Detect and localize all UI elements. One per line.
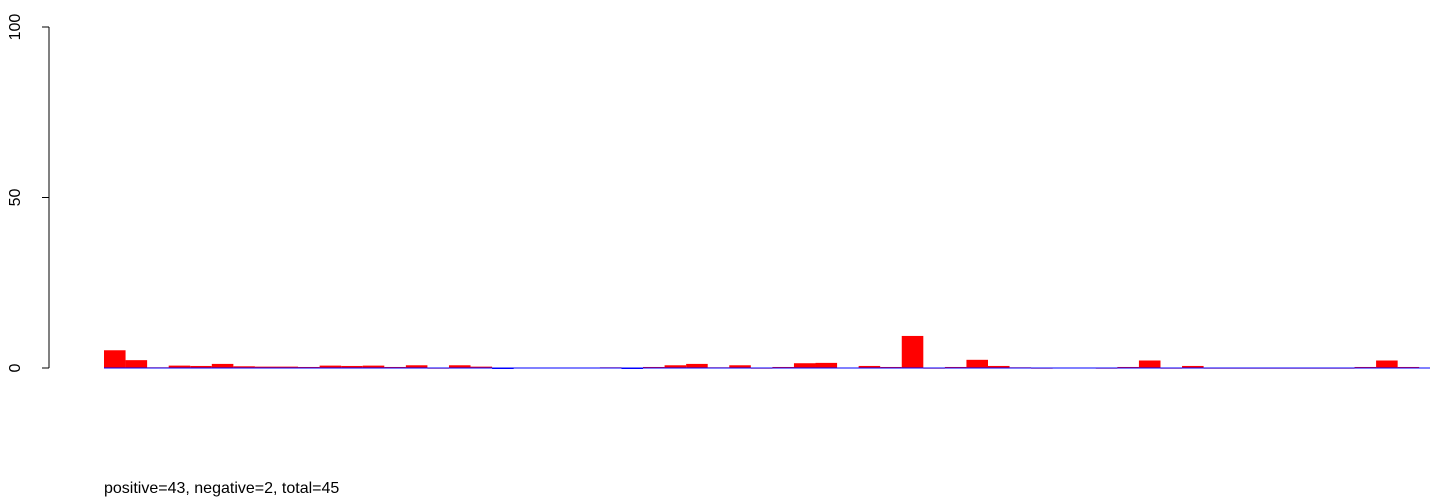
bar-positive (858, 365, 881, 368)
bars (104, 335, 1430, 369)
bar-positive (729, 365, 751, 368)
bar-positive (125, 360, 148, 368)
bar-positive (448, 365, 471, 368)
bar-positive (211, 363, 234, 368)
bar-positive (470, 366, 493, 368)
bar-positive (966, 359, 988, 368)
bar-positive (190, 365, 212, 368)
bar-positive (1138, 360, 1161, 368)
y-axis: 0 50 100 (7, 14, 50, 372)
y-tick-label: 50 (7, 189, 24, 207)
bar-positive (643, 366, 665, 368)
bar-positive (1182, 365, 1204, 368)
bar-positive (104, 350, 126, 368)
bar-positive (276, 366, 299, 368)
bar-positive (815, 362, 838, 368)
bar-positive (664, 365, 687, 368)
bar-positive (772, 366, 794, 368)
bar-positive (1354, 366, 1377, 368)
y-tick-label: 100 (7, 14, 24, 41)
bar-positive (254, 366, 277, 368)
bar-positive (341, 365, 363, 368)
bar-positive (1397, 366, 1420, 368)
bar-positive (362, 365, 385, 368)
bar-positive (1117, 366, 1139, 368)
y-tick-label: 0 (7, 363, 24, 372)
bar-positive (1376, 360, 1398, 368)
bar-positive (880, 366, 902, 368)
bar-positive (319, 365, 342, 368)
bar-positive (793, 363, 816, 368)
bar-positive (298, 366, 320, 368)
bar-positive (168, 365, 191, 368)
bar-positive (233, 366, 255, 368)
bar-positive (686, 363, 708, 368)
bar-positive (901, 335, 924, 368)
bar-positive (405, 365, 428, 368)
summary-caption: positive=43, negative=2, total=45 (104, 480, 340, 497)
bar-positive (988, 365, 1010, 368)
bar-positive (944, 366, 967, 368)
bar-positive (384, 366, 406, 368)
